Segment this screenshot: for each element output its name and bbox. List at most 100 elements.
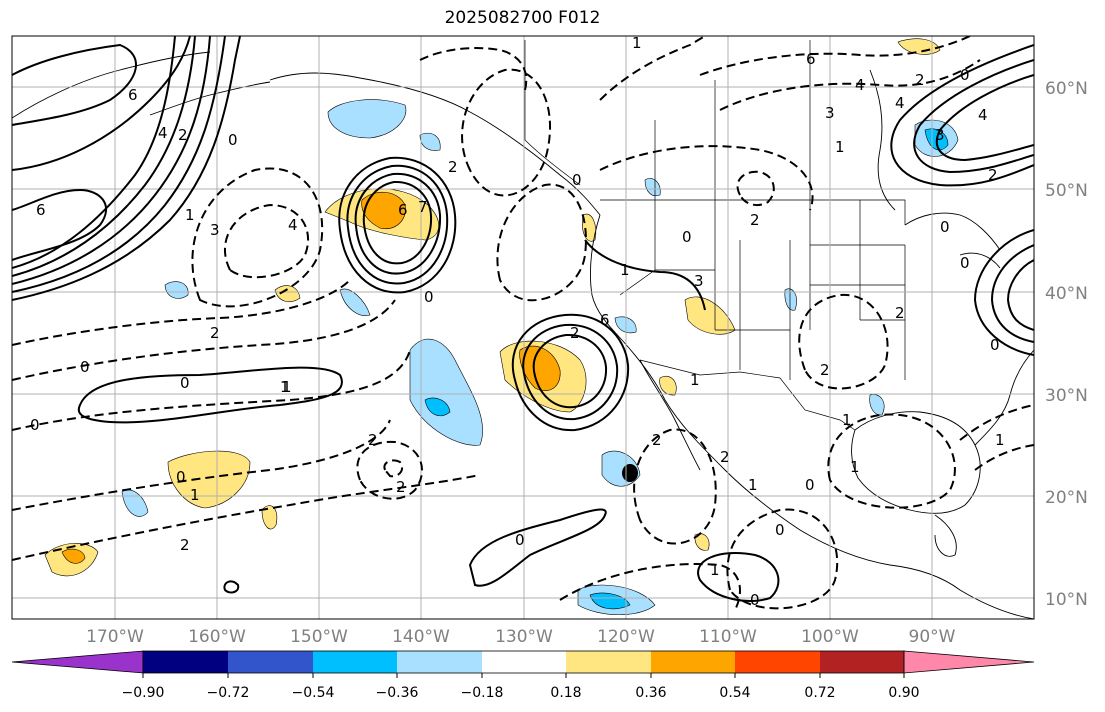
contour-label: 6 — [600, 311, 610, 329]
contour-label: 0 — [805, 476, 815, 494]
dashed-contour-17 — [798, 293, 889, 390]
positive-anomaly-small-1 — [274, 285, 301, 303]
dashed-contour-7 — [191, 167, 324, 308]
great-lakes-outline — [904, 212, 1001, 269]
positive-anomaly-small-4 — [261, 505, 278, 530]
contour-label: 0 — [515, 531, 525, 549]
contour-west-jet-1 — [12, 36, 241, 301]
dashed-contour-4 — [12, 419, 391, 511]
contour-west-jet-3 — [12, 36, 211, 285]
contour-label: 0 — [775, 521, 785, 539]
aleutian-chain — [149, 81, 271, 116]
lat-label: 50°N — [1045, 181, 1088, 201]
negative-anomaly-small-3 — [339, 288, 371, 316]
alaska-canada-border — [524, 40, 581, 186]
contour-label: 3 — [825, 104, 835, 122]
contour-label: 2 — [652, 431, 662, 449]
contour-west-jet-2 — [12, 36, 226, 293]
dashed-contour-13 — [726, 508, 839, 610]
contour-west-jet-5 — [12, 36, 176, 269]
contour-label: 1 — [690, 371, 700, 389]
contour-low-alaska-1 — [338, 156, 457, 294]
contour-label: 0 — [30, 416, 40, 434]
contour-label: 2 — [210, 324, 220, 342]
colorbar-tick-label: −0.72 — [207, 685, 250, 701]
contour-label: 1 — [190, 486, 200, 504]
contour-east-high-3 — [935, 74, 1034, 162]
contour-east-low-2 — [990, 244, 1034, 343]
dashed-contour-21 — [974, 444, 1034, 471]
contour-west-high — [12, 188, 107, 261]
dashed-contour-6 — [224, 203, 310, 279]
dashed-contour-24 — [559, 563, 741, 611]
colorbar-tick-label: −0.18 — [461, 685, 504, 701]
hudson-bay — [869, 69, 896, 211]
colorbar-segment — [482, 651, 566, 673]
us-mexico-border — [639, 359, 856, 431]
contour-label: 4 — [855, 76, 865, 94]
contour-label: 0 — [572, 171, 582, 189]
dashed-contour-8 — [461, 68, 551, 197]
shaded-anomalies — [44, 38, 959, 616]
lon-label: 140°W — [392, 627, 450, 647]
colorbar: −0.90 −0.72 −0.54 −0.36 −0.18 0.18 0.36 … — [11, 650, 1035, 701]
contour-label: 2 — [178, 126, 188, 144]
dashed-contour-11 — [383, 459, 404, 478]
negative-anomaly-mid-pacific — [409, 338, 483, 446]
colorbar-tick-label: 0.36 — [635, 685, 666, 701]
latitude-labels: 60°N 50°N 40°N 30°N 20°N 10°N — [1045, 79, 1088, 610]
contour-label: 1 — [850, 458, 860, 476]
contour-label: 0 — [990, 336, 1000, 354]
dashed-contour-10 — [356, 440, 424, 500]
dashed-contour-23 — [419, 47, 528, 91]
lat-label: 40°N — [1045, 284, 1088, 304]
colorbar-frame — [142, 650, 905, 674]
contour-label: 2 — [448, 158, 458, 176]
contour-rockies — [584, 239, 706, 311]
negative-anomaly-small-6 — [419, 132, 441, 151]
contour-label: 3 — [935, 126, 945, 144]
north-america-west-coast — [590, 214, 1034, 619]
lat-label: 30°N — [1045, 386, 1088, 406]
contour-low-alaska-2 — [346, 164, 449, 285]
dashed-contour-19 — [736, 170, 775, 207]
dashed-contour-18 — [827, 413, 956, 509]
contour-label: 2 — [750, 211, 760, 229]
colorbar-tick-label: 0.18 — [550, 685, 581, 701]
contour-label: 0 — [228, 131, 238, 149]
contour-label: 4 — [978, 106, 988, 124]
positive-anomaly-south-west-core — [61, 548, 86, 564]
contour-label: 0 — [960, 254, 970, 272]
colorbar-tick-label: 0.72 — [804, 685, 835, 701]
contour-east-low-1 — [973, 229, 1034, 356]
lon-label: 150°W — [290, 627, 348, 647]
contour-low-offshore-3 — [532, 333, 608, 409]
negative-anomaly-alaska — [327, 99, 407, 139]
contour-label: 0 — [80, 358, 90, 376]
dashed-contour-20 — [959, 404, 1034, 441]
dashed-contour-2 — [12, 299, 396, 381]
negative-anomaly-mid-pacific-core — [424, 397, 451, 416]
colorbar-tick-label: 0.54 — [719, 685, 750, 701]
colorbar-segment — [228, 651, 313, 673]
colorbar-tick-label: −0.36 — [376, 685, 419, 701]
contour-low-alaska-4 — [362, 180, 433, 265]
lon-label: 160°W — [188, 627, 246, 647]
contour-low-south — [697, 551, 780, 602]
contour-label: 0 — [424, 288, 434, 306]
contour-label: 1 — [620, 261, 630, 279]
contour-label: 1 — [995, 431, 1005, 449]
map-area — [12, 36, 1034, 619]
solid-contours — [12, 36, 1034, 602]
colorbar-ticks — [142, 673, 905, 678]
colorbar-segment — [397, 651, 482, 673]
contour-label: 2 — [988, 166, 998, 184]
dashed-contour-1 — [12, 279, 351, 346]
contour-east-low-3 — [1006, 259, 1034, 331]
lon-label: 130°W — [495, 627, 553, 647]
contour-label: 4 — [288, 216, 298, 234]
contour-label: 3 — [210, 221, 220, 239]
contour-label: 0 — [176, 468, 186, 486]
contour-label: 0 — [940, 218, 950, 236]
